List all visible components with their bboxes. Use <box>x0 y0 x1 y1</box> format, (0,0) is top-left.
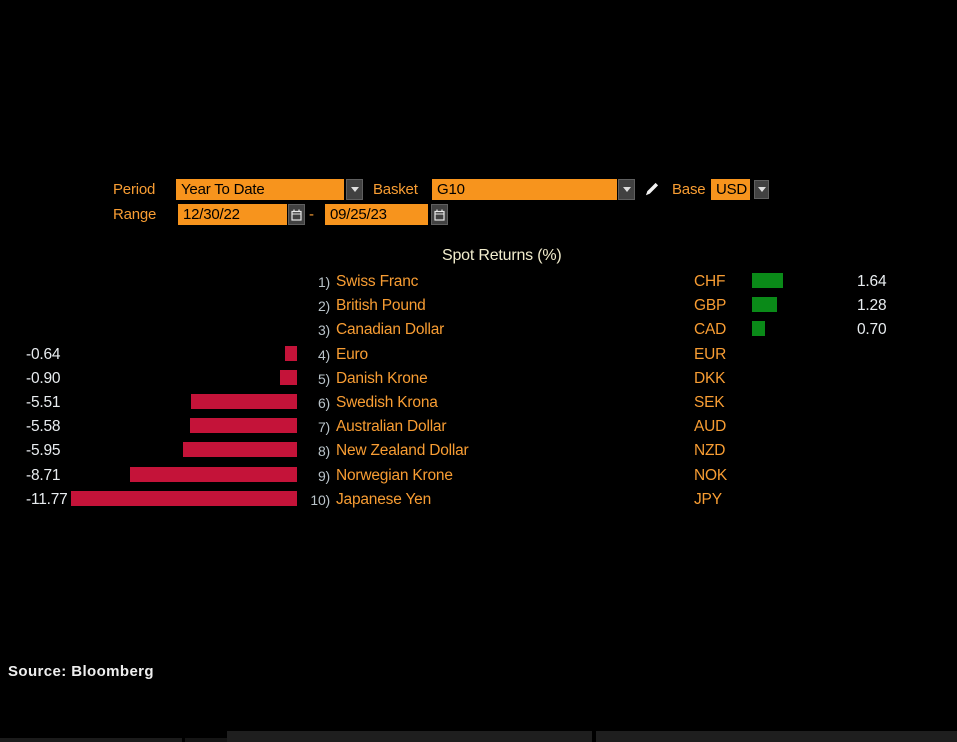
base-dropdown-arrow-icon[interactable] <box>754 180 769 199</box>
window-edge-segment <box>227 731 592 742</box>
currency-code: DKK <box>694 369 726 387</box>
chart-row[interactable]: 3) Canadian Dollar CAD 0.70 <box>0 318 957 342</box>
return-value: -11.77 <box>26 490 68 508</box>
currency-name: British Pound <box>336 297 426 315</box>
edit-pencil-icon[interactable] <box>643 180 661 198</box>
chart-row[interactable]: 10) Japanese Yen JPY -11.77 <box>0 488 957 512</box>
chart-row[interactable]: 5) Danish Krone DKK -0.90 <box>0 367 957 391</box>
basket-label: Basket <box>373 181 418 198</box>
chart-row[interactable]: 8) New Zealand Dollar NZD -5.95 <box>0 439 957 463</box>
currency-name: Danish Krone <box>336 369 428 387</box>
currency-name: Japanese Yen <box>336 490 432 508</box>
window-edge-segment <box>185 738 227 742</box>
negative-return-bar <box>284 345 297 361</box>
currency-name: Australian Dollar <box>336 418 447 436</box>
return-value: -5.95 <box>26 442 61 460</box>
positive-return-bar <box>752 297 777 313</box>
range-end-calendar-icon[interactable] <box>431 204 448 225</box>
row-rank: 1) <box>317 274 330 290</box>
basket-dropdown-arrow-icon[interactable] <box>618 179 635 200</box>
negative-return-bar <box>129 466 297 482</box>
negative-return-bar <box>189 418 297 434</box>
currency-code: AUD <box>694 418 727 436</box>
row-rank: 4) <box>317 346 330 363</box>
chart-title: Spot Returns (%) <box>442 247 562 264</box>
return-value: -0.90 <box>26 369 61 387</box>
period-dropdown[interactable]: Year To Date <box>176 179 344 200</box>
currency-code: NOK <box>694 466 727 484</box>
range-end-input[interactable]: 09/25/23 <box>325 204 428 225</box>
return-value: -5.58 <box>26 418 61 436</box>
chart-row[interactable]: 4) Euro EUR -0.64 <box>0 343 957 367</box>
currency-name: Swiss Franc <box>336 273 419 290</box>
currency-name: New Zealand Dollar <box>336 442 469 460</box>
currency-code: JPY <box>694 490 722 508</box>
currency-code: CHF <box>694 273 726 290</box>
negative-return-bar <box>191 394 297 409</box>
base-label: Base <box>672 181 706 198</box>
window-edge-segment <box>596 731 957 742</box>
return-value: -8.71 <box>26 466 61 484</box>
currency-code: EUR <box>694 345 727 363</box>
chart-row[interactable]: 2) British Pound GBP 1.28 <box>0 294 957 318</box>
period-label: Period <box>113 181 156 198</box>
return-value: 1.64 <box>857 273 887 290</box>
currency-name: Swedish Krona <box>336 394 438 411</box>
currency-name: Norwegian Krone <box>336 466 453 484</box>
period-dropdown-arrow-icon[interactable] <box>346 179 363 200</box>
row-rank: 3) <box>317 322 330 339</box>
currency-code: GBP <box>694 297 727 315</box>
negative-return-bar <box>71 490 297 506</box>
negative-return-bar <box>182 442 297 458</box>
window-edge-segment <box>0 738 182 742</box>
range-start-input[interactable]: 12/30/22 <box>178 204 287 225</box>
negative-return-bar <box>279 369 297 385</box>
chart-row[interactable]: 1) Swiss Franc CHF 1.64 <box>0 270 957 294</box>
range-label: Range <box>113 206 157 223</box>
return-value: 0.70 <box>857 321 887 339</box>
return-value: -5.51 <box>26 394 61 411</box>
basket-dropdown[interactable]: G10 <box>432 179 617 200</box>
chart-row[interactable]: 6) Swedish Krona SEK -5.51 <box>0 391 957 415</box>
range-start-calendar-icon[interactable] <box>288 204 305 225</box>
chart-row[interactable]: 9) Norwegian Krone NOK -8.71 <box>0 464 957 488</box>
chart-row[interactable]: 7) Australian Dollar AUD -5.58 <box>0 415 957 439</box>
row-rank: 9) <box>317 467 330 484</box>
currency-code: NZD <box>694 442 726 460</box>
row-rank: 8) <box>317 443 330 460</box>
row-rank: 5) <box>317 370 330 387</box>
source-attribution: Source: Bloomberg <box>8 663 154 680</box>
range-separator: - <box>309 206 314 223</box>
return-value: 1.28 <box>857 297 887 315</box>
currency-name: Euro <box>336 345 368 363</box>
positive-return-bar <box>752 273 784 288</box>
row-rank: 2) <box>317 298 330 315</box>
return-value: -0.64 <box>26 345 61 363</box>
currency-code: SEK <box>694 394 725 411</box>
positive-return-bar <box>752 321 766 337</box>
currency-code: CAD <box>694 321 727 339</box>
currency-name: Canadian Dollar <box>336 321 445 339</box>
row-rank: 7) <box>317 419 330 436</box>
row-rank: 6) <box>317 395 330 411</box>
row-rank: 10) <box>310 491 330 508</box>
base-dropdown[interactable]: USD <box>711 179 750 200</box>
